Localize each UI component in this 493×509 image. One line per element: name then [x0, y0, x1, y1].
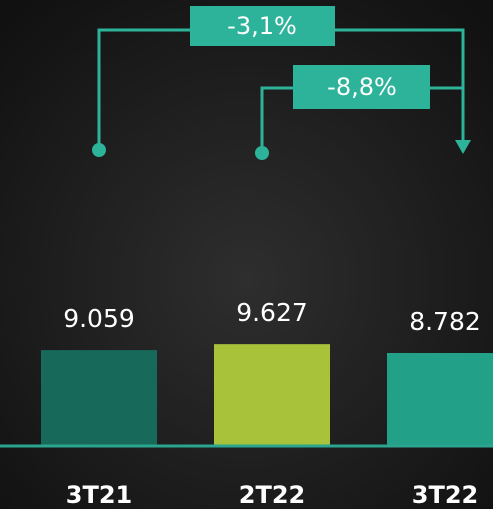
x-tick-label: 2T22 — [239, 481, 305, 509]
value-label: 9.627 — [236, 298, 308, 327]
annotation: -8,8% — [327, 73, 397, 101]
annotation: -3,1% — [227, 12, 297, 40]
bar — [387, 353, 493, 445]
dot — [92, 143, 106, 157]
x-tick-label: 3T22 — [412, 481, 478, 509]
x-tick-label: 3T21 — [66, 481, 132, 509]
bar — [41, 350, 157, 445]
chart: -3,1% -8,8% 9.059 3T21 9.627 2T22 8.782 3T22 — [0, 0, 493, 509]
dot — [255, 146, 269, 160]
value-label: 8.782 — [409, 307, 481, 336]
page: -3,1% -8,8% 9.0593T219.6272T228.7823T22 … — [0, 0, 493, 509]
value-label: 9.059 — [63, 304, 135, 333]
bar — [214, 344, 330, 445]
